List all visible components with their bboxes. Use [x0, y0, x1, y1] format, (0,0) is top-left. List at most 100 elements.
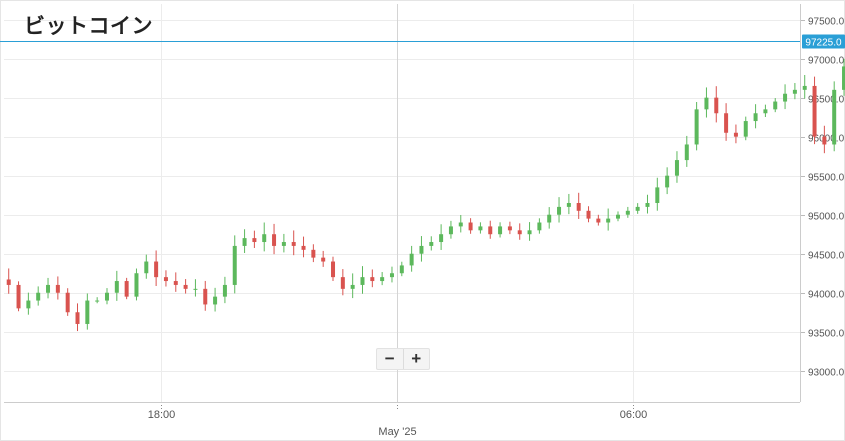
candle-body: [783, 93, 788, 102]
candle-body: [36, 292, 41, 301]
candle-body: [173, 281, 178, 285]
y-axis-tick-label: 97000.0: [808, 56, 845, 67]
candle-body: [232, 245, 237, 285]
candle-body: [596, 218, 601, 223]
candle-body: [399, 265, 404, 274]
candle-body: [802, 85, 807, 90]
y-axis-tick-label: 94500.0: [808, 251, 845, 262]
candle-body: [193, 288, 198, 290]
candle-body: [665, 175, 670, 188]
candle-body: [635, 206, 640, 211]
candle-body: [203, 288, 208, 305]
candle-body: [547, 214, 552, 223]
candle-body: [95, 300, 100, 302]
x-axis-tick-label: 18:00: [148, 409, 176, 421]
y-axis-tick-label: 96500.0: [808, 95, 845, 106]
candle-body: [714, 97, 719, 114]
candle-body: [65, 292, 70, 313]
candle-body: [478, 226, 483, 231]
candle-body: [380, 277, 385, 282]
x-axis-tick-label: May '25: [378, 426, 416, 438]
candle-body: [458, 222, 463, 227]
candle-body: [16, 284, 21, 309]
candle-body: [301, 245, 306, 250]
candle-body: [409, 253, 414, 266]
candle-body: [114, 281, 119, 293]
candle-body: [55, 284, 60, 293]
candle-body: [419, 245, 424, 254]
candle-body: [291, 242, 296, 246]
candle-body: [46, 284, 51, 293]
candle-body: [527, 230, 532, 235]
candle-body: [331, 261, 336, 278]
candle-body: [213, 296, 218, 305]
candle-body: [625, 210, 630, 215]
candle-body: [557, 206, 562, 215]
candle-body: [134, 273, 139, 297]
candle-body: [488, 226, 493, 235]
candle-body: [85, 300, 90, 324]
candle-body: [537, 222, 542, 231]
candle-body: [616, 214, 621, 219]
candle-body: [645, 203, 650, 207]
candle-body: [389, 273, 394, 278]
current-price-label: 97225.0: [805, 38, 842, 49]
candle-body: [163, 277, 168, 282]
candle-body: [104, 292, 109, 301]
zoom-controls: − +: [376, 348, 430, 370]
zoom-out-button[interactable]: −: [384, 349, 395, 368]
candle-body: [753, 113, 758, 122]
candle-body: [733, 132, 738, 137]
y-axis-tick-label: 93000.0: [808, 368, 845, 379]
candle-body: [812, 85, 817, 137]
candle-body: [350, 284, 355, 289]
candle-body: [684, 144, 689, 161]
y-axis-tick-label: 97500.0: [808, 17, 845, 28]
candle-body: [429, 242, 434, 246]
candle-body: [822, 136, 827, 145]
candle-body: [448, 226, 453, 235]
candle-body: [144, 261, 149, 274]
candle-body: [566, 203, 571, 207]
candle-body: [154, 261, 159, 278]
candle-body: [655, 187, 660, 203]
candle-body: [272, 234, 277, 246]
candle-body: [281, 242, 286, 246]
candle-body: [252, 238, 257, 243]
y-axis-tick-label: 95000.0: [808, 212, 845, 223]
x-axis-tick-label: 06:00: [620, 409, 648, 421]
candle-body: [842, 66, 845, 90]
candle-body: [222, 284, 227, 297]
candle-body: [370, 277, 375, 282]
candle-body: [763, 109, 768, 114]
candle-body: [340, 277, 345, 289]
candle-body: [694, 109, 699, 145]
candle-body: [586, 210, 591, 219]
candle-body: [311, 249, 316, 258]
zoom-in-button[interactable]: +: [402, 349, 430, 369]
candle-body: [517, 230, 522, 235]
candle-body: [468, 222, 473, 231]
candle-body: [26, 300, 31, 309]
candle-body: [606, 218, 611, 223]
current-price-tag: [802, 34, 845, 49]
page-title: ビットコイン: [24, 15, 153, 38]
candle-body: [439, 234, 444, 243]
candle-body: [498, 226, 503, 235]
candle-body: [75, 312, 80, 324]
y-axis-tick-label: 95500.0: [808, 173, 845, 184]
candle-body: [832, 89, 837, 145]
candle-body: [704, 97, 709, 110]
candle-body: [6, 279, 11, 285]
candle-body: [576, 203, 581, 211]
candle-body: [743, 121, 748, 137]
candle-body: [321, 257, 326, 262]
candle-body: [262, 234, 267, 243]
candle-body: [724, 113, 729, 133]
candle-body: [124, 281, 129, 297]
candle-body: [507, 226, 512, 231]
candle-body: [242, 238, 247, 246]
